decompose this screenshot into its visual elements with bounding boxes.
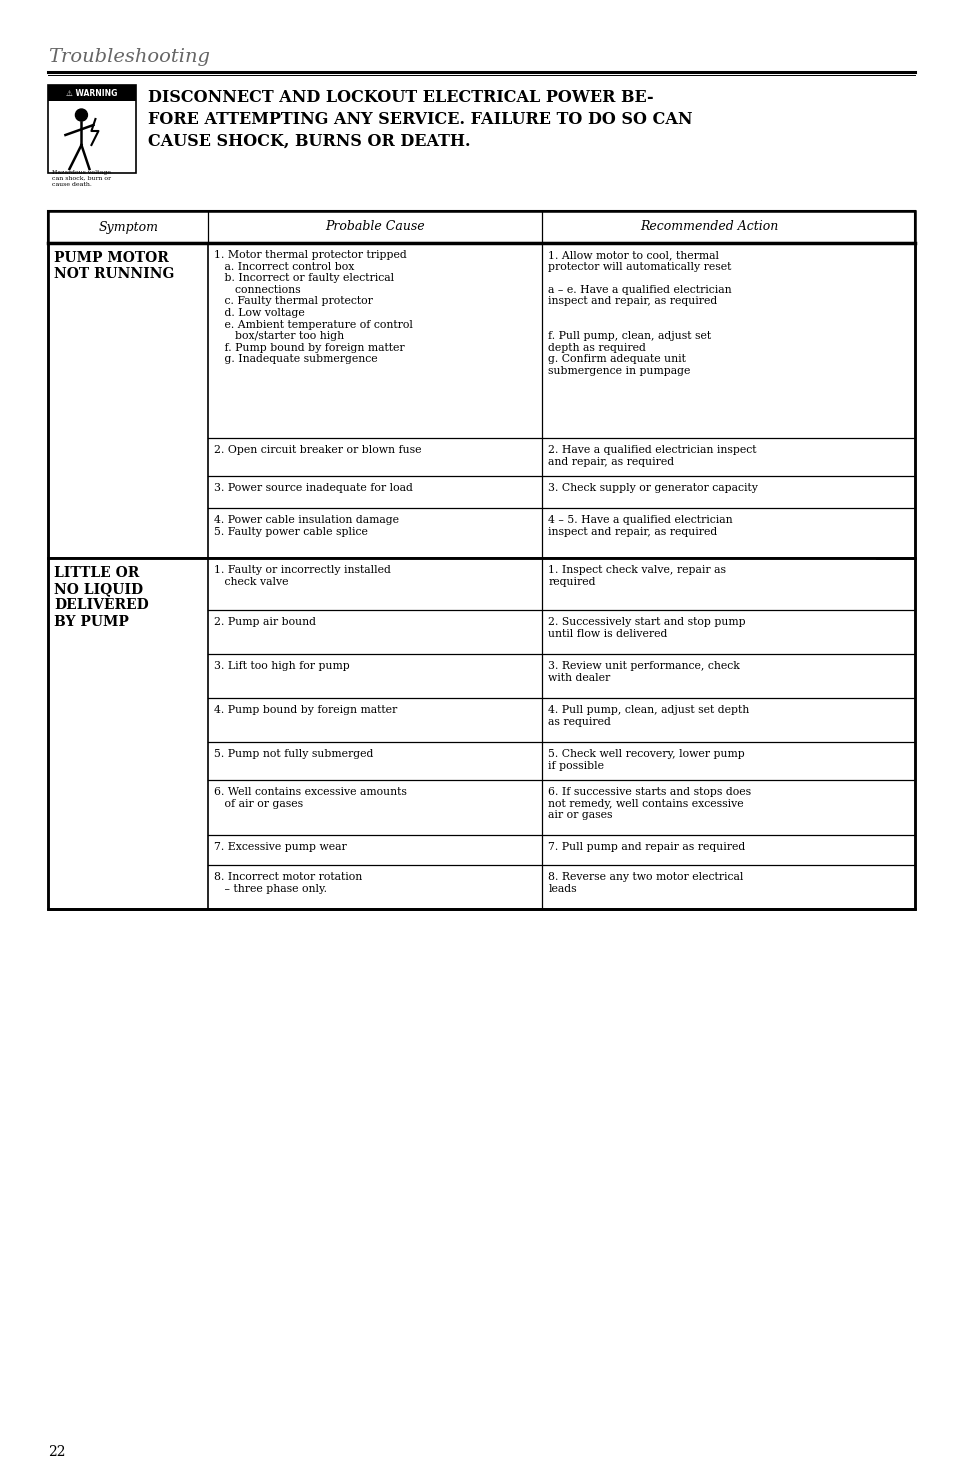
Bar [208,558,541,611]
Bar [48,558,208,909]
Bar [208,438,541,476]
Bar [208,476,541,507]
Bar [541,653,875,698]
Bar [208,835,541,864]
Text: 5. Check well recovery, lower pump
if possible: 5. Check well recovery, lower pump if po… [548,749,744,770]
Text: Recommended Action: Recommended Action [639,220,778,233]
Text: 8. Reverse any two motor electrical
leads: 8. Reverse any two motor electrical lead… [548,872,742,894]
Bar [48,86,136,173]
Bar [541,835,875,864]
Bar [541,476,875,507]
Bar [208,780,541,835]
Bar [48,86,136,100]
Bar [48,243,208,558]
Circle shape [75,109,88,121]
Text: 1. Faulty or incorrectly installed
   check valve: 1. Faulty or incorrectly installed check… [214,565,391,587]
Text: 1. Allow motor to cool, thermal
protector will automatically reset

a – e. Have : 1. Allow motor to cool, thermal protecto… [548,249,731,376]
Bar [541,864,875,909]
Text: CAUSE SHOCK, BURNS OR DEATH.: CAUSE SHOCK, BURNS OR DEATH. [148,133,470,150]
Text: PUMP MOTOR
NOT RUNNING: PUMP MOTOR NOT RUNNING [54,251,174,282]
Text: 4. Power cable insulation damage
5. Faulty power cable splice: 4. Power cable insulation damage 5. Faul… [214,515,399,537]
Bar [48,211,914,243]
Text: 1. Inspect check valve, repair as
required: 1. Inspect check valve, repair as requir… [548,565,725,587]
Bar [208,864,541,909]
Text: 1. Motor thermal protector tripped
   a. Incorrect control box
   b. Incorrect o: 1. Motor thermal protector tripped a. In… [214,249,413,364]
Text: 3. Power source inadequate for load: 3. Power source inadequate for load [214,482,413,493]
Text: 2. Open circuit breaker or blown fuse: 2. Open circuit breaker or blown fuse [214,445,421,454]
Bar [541,243,875,438]
Text: Symptom: Symptom [98,220,158,233]
Bar [541,438,875,476]
Bar [208,507,541,558]
Text: Hazardous voltage
can shock, burn or
cause death.: Hazardous voltage can shock, burn or cau… [52,170,111,187]
Text: 6. Well contains excessive amounts
   of air or gases: 6. Well contains excessive amounts of ai… [214,788,407,808]
Text: 6. If successive starts and stops does
not remedy, well contains excessive
air o: 6. If successive starts and stops does n… [548,788,751,820]
Text: 4. Pull pump, clean, adjust set depth
as required: 4. Pull pump, clean, adjust set depth as… [548,705,749,727]
Bar [541,507,875,558]
Bar [541,698,875,742]
Bar [541,611,875,653]
Text: 3. Check supply or generator capacity: 3. Check supply or generator capacity [548,482,758,493]
Text: 5. Pump not fully submerged: 5. Pump not fully submerged [214,749,374,760]
Bar [208,698,541,742]
Bar [208,653,541,698]
Text: 4 – 5. Have a qualified electrician
inspect and repair, as required: 4 – 5. Have a qualified electrician insp… [548,515,732,537]
Text: 3. Review unit performance, check
with dealer: 3. Review unit performance, check with d… [548,661,740,683]
Text: LITTLE OR
NO LIQUID
DELIVERED
BY PUMP: LITTLE OR NO LIQUID DELIVERED BY PUMP [54,566,149,628]
Text: Probable Cause: Probable Cause [325,220,425,233]
Text: 7. Pull pump and repair as required: 7. Pull pump and repair as required [548,842,744,853]
Bar [208,742,541,780]
Text: Troubleshooting: Troubleshooting [48,49,210,66]
Bar [208,611,541,653]
Text: ⚠ WARNING: ⚠ WARNING [67,88,117,97]
Bar [48,558,914,909]
Bar [208,243,541,438]
Bar [48,211,914,909]
Text: 2. Successively start and stop pump
until flow is delivered: 2. Successively start and stop pump unti… [548,617,745,639]
Text: 7. Excessive pump wear: 7. Excessive pump wear [214,842,347,853]
Text: 2. Pump air bound: 2. Pump air bound [214,617,316,627]
Text: 3. Lift too high for pump: 3. Lift too high for pump [214,661,350,671]
Bar [541,742,875,780]
Bar [541,780,875,835]
Text: FORE ATTEMPTING ANY SERVICE. FAILURE TO DO SO CAN: FORE ATTEMPTING ANY SERVICE. FAILURE TO … [148,111,692,128]
Text: 8. Incorrect motor rotation
   – three phase only.: 8. Incorrect motor rotation – three phas… [214,872,362,894]
Text: DISCONNECT AND LOCKOUT ELECTRICAL POWER BE-: DISCONNECT AND LOCKOUT ELECTRICAL POWER … [148,88,653,106]
Text: 22: 22 [48,1446,66,1459]
Text: 2. Have a qualified electrician inspect
and repair, as required: 2. Have a qualified electrician inspect … [548,445,756,466]
Bar [48,243,914,558]
Text: 4. Pump bound by foreign matter: 4. Pump bound by foreign matter [214,705,397,715]
Bar [541,558,875,611]
